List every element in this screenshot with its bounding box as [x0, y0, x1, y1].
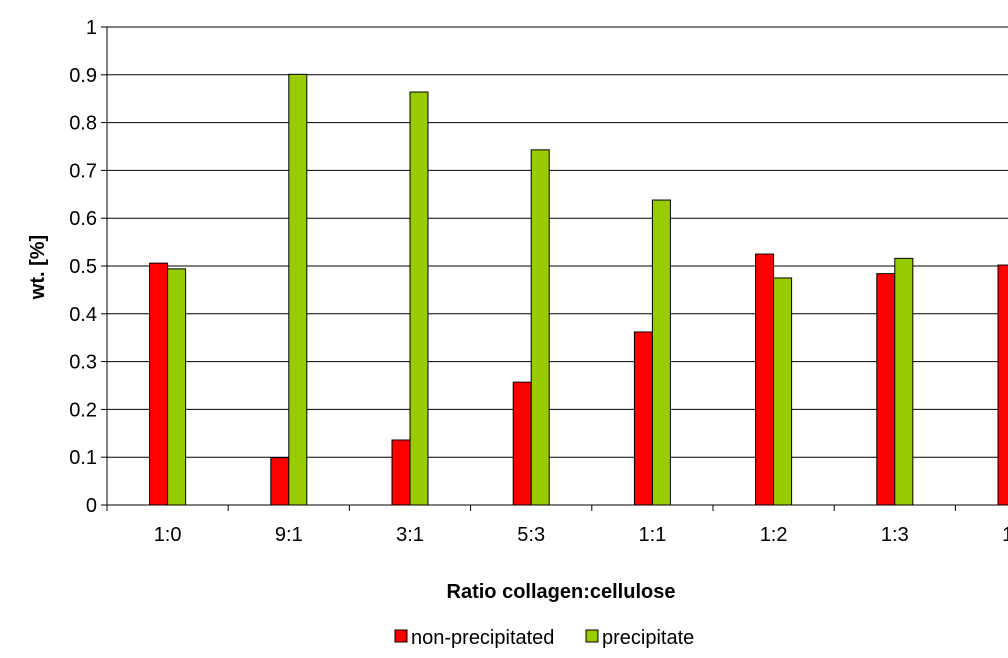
- bar-precipitate: [773, 277, 793, 506]
- bar-non-precipitated: [391, 439, 411, 506]
- x-tick-label: 3:1: [396, 524, 424, 546]
- x-tick-label: 1:1: [638, 524, 666, 546]
- bar-precipitate: [651, 199, 671, 506]
- y-tick-label: 0.4: [69, 304, 97, 326]
- bar-precipitate: [288, 73, 308, 506]
- bar-precipitate: [530, 149, 550, 506]
- bar-non-precipitated: [512, 381, 532, 506]
- y-tick-label: 0.2: [69, 399, 97, 421]
- y-tick-label: 0.6: [69, 208, 97, 230]
- bar-non-precipitated: [997, 264, 1008, 506]
- x-tick-label: 1:2: [760, 524, 788, 546]
- x-tick-label: 1:9: [1002, 524, 1008, 546]
- bar-precipitate: [894, 257, 914, 506]
- bar-non-precipitated: [633, 331, 653, 506]
- gridlines: [107, 26, 1008, 458]
- y-tick-label: 0.3: [69, 352, 97, 374]
- y-axis-title: wt. [%]: [27, 235, 49, 300]
- legend-swatch: [394, 629, 408, 643]
- y-tick-label: 0.5: [69, 256, 97, 278]
- bar-non-precipitated: [270, 457, 290, 506]
- bar-precipitate: [409, 91, 429, 506]
- legend-label: precipitate: [602, 627, 694, 649]
- bar-non-precipitated: [149, 262, 169, 506]
- y-tick-label: 0.1: [69, 447, 97, 469]
- bars: [149, 73, 1008, 506]
- x-tick-label: 5:3: [517, 524, 545, 546]
- legend: non-precipitated precipitate: [394, 627, 694, 649]
- x-tick-label: 9:1: [275, 524, 303, 546]
- x-axis-title: Ratio collagen:cellulose: [447, 581, 676, 603]
- x-tick-label: 1:0: [154, 524, 182, 546]
- y-tick-label: 0: [86, 495, 97, 517]
- bar-non-precipitated: [755, 253, 775, 506]
- axes: 0 0.1 0.2 0.3 0.4 0.5 0.6 0.7 0.8 0.9 1 1:0 9:1 3:1 5:…: [69, 17, 1008, 546]
- legend-label: non-precipitated: [411, 627, 554, 649]
- x-tick-label: 1:3: [881, 524, 909, 546]
- bar-non-precipitated: [876, 273, 896, 506]
- y-tick-label: 0.7: [69, 160, 97, 182]
- y-tick-label: 1: [86, 17, 97, 39]
- legend-swatch: [585, 629, 599, 643]
- y-tick-label: 0.9: [69, 65, 97, 87]
- bar-precipitate: [167, 268, 187, 506]
- y-tick-label: 0.8: [69, 113, 97, 135]
